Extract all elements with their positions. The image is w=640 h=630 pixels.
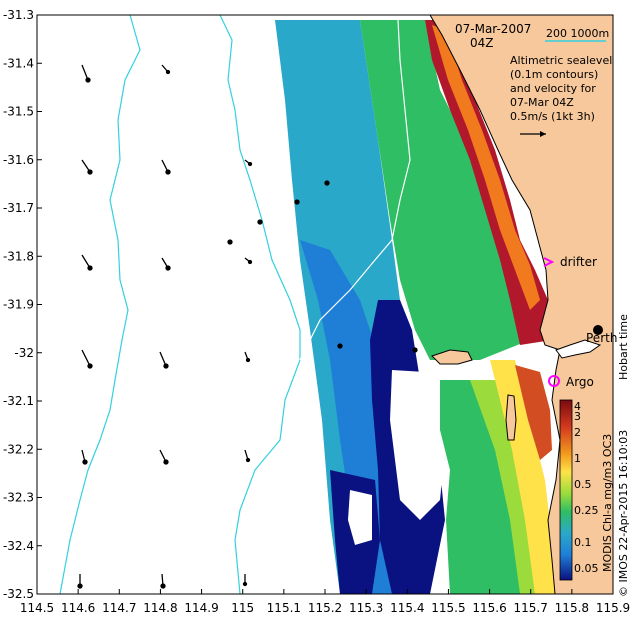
no-data-gap	[348, 490, 372, 545]
x-tick-label: 115.9	[596, 601, 630, 615]
colorbar-tick-1: 1	[574, 452, 581, 465]
drifter-label: drifter	[560, 255, 597, 269]
drifter-marker	[543, 257, 555, 267]
x-tick-label: 115.5	[431, 601, 465, 615]
credit-text: © IMOS 22-Apr-2015 16:10:03	[617, 430, 630, 597]
swan-river	[555, 339, 602, 359]
y-tick-label: -31.6	[3, 153, 34, 167]
y-tick-label: -31.7	[3, 201, 34, 215]
colorbar	[559, 399, 573, 581]
x-tick-label: 115	[231, 601, 254, 615]
x-axis-ticks: 114.5 114.6 114.7 114.8 114.9 115 115.1 115.2 11…	[20, 589, 630, 615]
x-tick-label: 114.8	[143, 601, 177, 615]
velocity-scale-arrowhead	[540, 131, 546, 137]
y-tick-label: -32.3	[3, 491, 34, 505]
colorbar-tick-0.1: 0.1	[574, 536, 592, 549]
y-tick-label: -31.3	[3, 8, 34, 22]
perth-marker	[593, 325, 603, 335]
y-axis-ticks: -31.3 -31.4 -31.5 -31.6 -31.7 -31.8 -31.9 -32 -3…	[3, 8, 42, 601]
chl-green-band	[360, 20, 530, 360]
y-tick-label: -31.4	[3, 56, 34, 70]
colorbar-tick-4: 4	[574, 400, 581, 413]
garden-island	[505, 394, 517, 441]
date-label: 07-Mar-2007	[455, 22, 531, 36]
chl-orange-coastal	[432, 25, 540, 310]
isobaths	[59, 14, 301, 595]
x-tick-label: 115.7	[514, 601, 548, 615]
hobart-time-text: Hobart time	[617, 314, 630, 380]
sealevel-text-1: Altimetric sealevel	[510, 54, 612, 67]
x-tick-label: 114.9	[184, 601, 218, 615]
sealevel-text-4: 07-Mar 04Z	[510, 96, 574, 109]
x-tick-label: 115.6	[472, 601, 506, 615]
velocity-arrows	[77, 64, 418, 589]
rottnest-island	[431, 349, 473, 365]
colorbar-tick-3: 3	[574, 410, 581, 423]
time-label: 04Z	[470, 36, 494, 50]
x-tick-label: 114.7	[102, 601, 136, 615]
x-tick-label: 114.6	[61, 601, 95, 615]
x-tick-label: 115.1	[267, 601, 301, 615]
isobath-legend: 200 1000m	[546, 27, 609, 40]
x-tick-label: 115.8	[555, 601, 589, 615]
chl-high-south	[515, 365, 552, 460]
y-tick-label: -31.9	[3, 298, 34, 312]
x-tick-label: 115.2	[308, 601, 342, 615]
sealevel-text-3: and velocity for	[510, 82, 596, 95]
colorbar-tick-2: 2	[574, 426, 581, 439]
y-tick-label: -32.5	[3, 587, 34, 601]
argo-marker	[548, 375, 560, 387]
isobath-200m	[219, 14, 301, 595]
colorbar-tick-0.25: 0.25	[574, 504, 599, 517]
isobath-1000m	[59, 14, 141, 595]
x-tick-label: 115.3	[349, 601, 383, 615]
sealevel-text-2: (0.1m contours)	[510, 68, 598, 81]
colorbar-title: MODIS Chl-a mg/m3 OC3	[601, 434, 614, 572]
sealevel-text-5: 0.5m/s (1kt 3h)	[510, 110, 595, 123]
no-data-gap	[390, 370, 445, 520]
chlorophyll-swath	[275, 20, 555, 594]
y-tick-label: -31.5	[3, 105, 34, 119]
y-tick-label: -32.4	[3, 539, 34, 553]
colorbar-tick-0.05: 0.05	[574, 562, 599, 575]
y-tick-label: -32.1	[3, 394, 34, 408]
perth-label: Perth	[586, 331, 617, 345]
argo-label: Argo	[566, 375, 594, 389]
colorbar-ticks: 4 3 2 1 0.5 0.25 0.1 0.05	[574, 400, 599, 575]
sealevel-contour	[299, 19, 411, 361]
x-tick-label: 114.5	[20, 601, 54, 615]
y-tick-label: -31.8	[3, 249, 34, 263]
colorbar-tick-0.5: 0.5	[574, 478, 592, 491]
y-tick-label: -32.2	[3, 442, 34, 456]
y-tick-label: -32	[14, 346, 34, 360]
x-tick-label: 115.4	[390, 601, 424, 615]
